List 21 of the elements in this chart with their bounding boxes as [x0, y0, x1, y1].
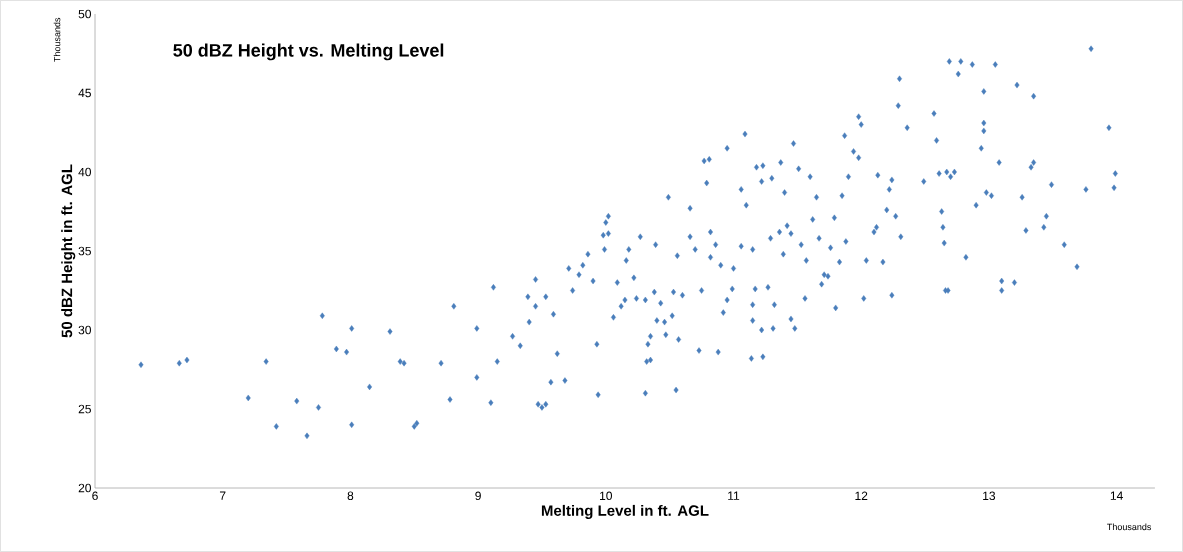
y-tick-label: 20	[78, 483, 91, 493]
x-tick-label: 8	[347, 491, 354, 501]
y-tick-label: 35	[78, 246, 91, 256]
x-tick-label: 9	[475, 491, 481, 501]
y-tick-label: 45	[78, 88, 91, 98]
y-tick-label: 50	[78, 9, 91, 19]
y-tick-label: 25	[78, 404, 91, 414]
x-tick-label: 6	[92, 491, 98, 501]
y-tick-label: 40	[78, 167, 91, 177]
x-tick-label: 11	[728, 491, 740, 500]
x-tick-label: 13	[983, 491, 996, 501]
x-tick-label: 10	[600, 491, 613, 501]
text: Thousands	[53, 17, 61, 62]
x-tick-label: 12	[855, 491, 868, 500]
text: Thousands	[1107, 523, 1152, 531]
y-tick-label: 30	[78, 325, 91, 335]
x-axis-title: Melting Level in ft. AGL	[541, 504, 709, 519]
x-tick-label: 14	[1110, 491, 1123, 500]
x-tick-label: 7	[219, 491, 226, 500]
y-axis-title: 50 dBZ Height in ft. AGL	[61, 164, 76, 338]
text: 50 dBZ Height vs. Melting Level	[173, 43, 444, 61]
